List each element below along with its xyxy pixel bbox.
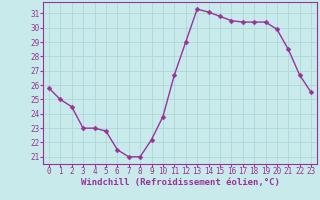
X-axis label: Windchill (Refroidissement éolien,°C): Windchill (Refroidissement éolien,°C): [81, 178, 279, 187]
